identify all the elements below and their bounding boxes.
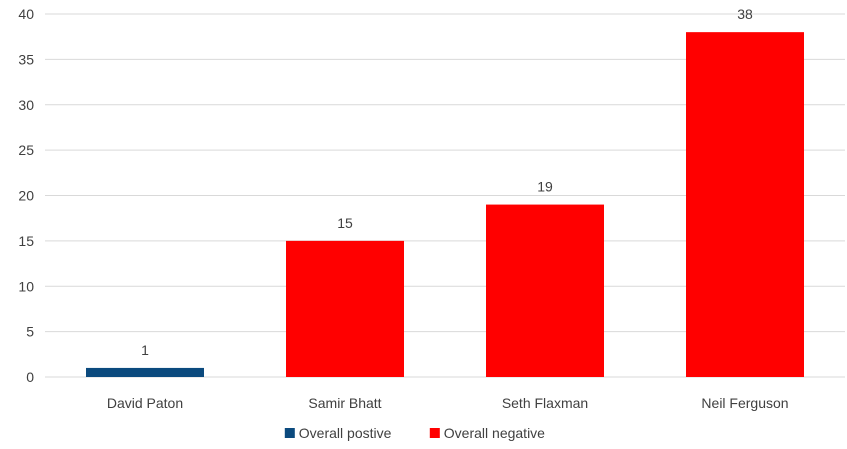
data-label: 38 xyxy=(737,6,753,22)
legend-swatch xyxy=(429,428,440,438)
y-tick-label: 35 xyxy=(18,51,34,67)
data-labels: 1 15 19 38 xyxy=(141,6,753,358)
y-tick-label: 40 xyxy=(18,6,34,22)
bars xyxy=(86,32,804,378)
x-category-label: Samir Bhatt xyxy=(308,395,381,411)
legend-label: Overall negative xyxy=(444,425,545,441)
legend: Overall postive Overall negative xyxy=(284,425,545,441)
y-tick-label: 0 xyxy=(26,369,34,385)
data-label: 15 xyxy=(337,215,353,231)
y-tick-label: 5 xyxy=(26,324,34,340)
bar-seth-flaxman xyxy=(486,204,604,377)
y-tick-label: 15 xyxy=(18,233,34,249)
data-label: 19 xyxy=(537,179,553,195)
y-axis-tick-labels: 0 5 10 15 20 25 30 35 40 xyxy=(18,6,34,385)
y-tick-label: 30 xyxy=(18,97,34,113)
y-tick-label: 25 xyxy=(18,142,34,158)
legend-label: Overall postive xyxy=(299,425,392,441)
x-category-label: Seth Flaxman xyxy=(502,395,588,411)
legend-swatch xyxy=(284,428,295,438)
x-category-label: David Paton xyxy=(107,395,183,411)
gridlines xyxy=(45,13,845,378)
bar-david-paton xyxy=(86,367,204,377)
bar-samir-bhatt xyxy=(286,240,404,377)
x-category-label: Neil Ferguson xyxy=(701,395,788,411)
x-axis-category-labels: David Paton Samir Bhatt Seth Flaxman Neil F… xyxy=(107,395,789,411)
bar-neil-ferguson xyxy=(686,32,804,378)
y-tick-label: 10 xyxy=(18,278,34,294)
y-tick-label: 20 xyxy=(18,188,34,204)
data-label: 1 xyxy=(141,342,149,358)
